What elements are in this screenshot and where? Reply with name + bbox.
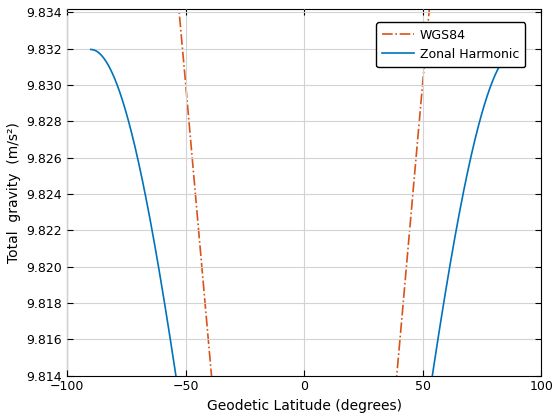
Zonal Harmonic: [428, 378, 435, 383]
Zonal Harmonic: [514, 47, 521, 52]
Zonal Harmonic: [87, 47, 94, 52]
Line: Zonal Harmonic: Zonal Harmonic: [91, 50, 517, 420]
Line: WGS84: WGS84: [91, 0, 517, 420]
Legend: WGS84, Zonal Harmonic: WGS84, Zonal Harmonic: [376, 22, 525, 67]
Y-axis label: Total  gravity  (m/s²): Total gravity (m/s²): [7, 122, 21, 262]
Zonal Harmonic: [131, 142, 138, 147]
X-axis label: Geodetic Latitude (degrees): Geodetic Latitude (degrees): [207, 399, 402, 413]
WGS84: [421, 67, 427, 72]
